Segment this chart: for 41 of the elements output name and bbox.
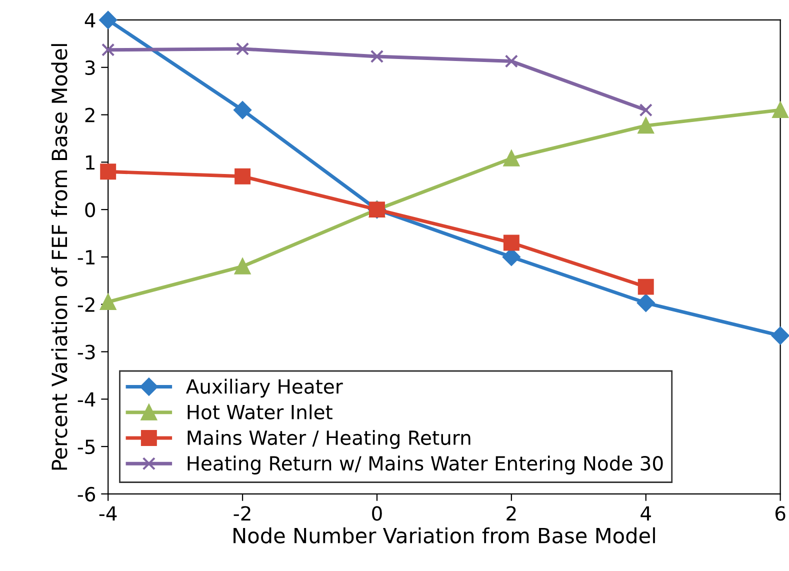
point (234, 168, 251, 184)
x-axis-title: Node Number Variation from Base Model (234, 527, 655, 544)
y-axis-title: Percent Variation of FEF from Base Model (51, 44, 68, 470)
point (772, 102, 788, 118)
point (503, 150, 520, 166)
y-tick-label: 0 (85, 202, 95, 218)
point (234, 101, 252, 119)
legend-label: Hot Water Inlet (188, 404, 332, 420)
point (771, 326, 789, 345)
legend-label: Heating Return w/ Mains Water Entering Node 30 (188, 456, 663, 474)
point (638, 278, 654, 295)
x-tick-label: 6 (775, 506, 786, 521)
x-tick-label: 0 (372, 506, 382, 521)
point (639, 103, 652, 117)
point (370, 50, 384, 64)
x-tick-label: 4 (640, 506, 651, 520)
y-tick-label: -5 (78, 440, 95, 454)
x-tick-label: -2 (234, 506, 250, 520)
point (638, 118, 654, 134)
y-tick-label: -4 (78, 392, 96, 407)
point (503, 234, 520, 251)
y-tick-label: -3 (78, 344, 95, 360)
x-tick-label: 2 (506, 506, 516, 520)
point (236, 42, 250, 56)
point (234, 258, 251, 274)
x-tick-label: -4 (99, 506, 117, 520)
point (100, 164, 116, 180)
y-tick-label: 3 (85, 60, 95, 76)
legend-label: Auxiliary Heater (186, 378, 343, 398)
point (636, 294, 655, 312)
y-tick-label: -2 (78, 297, 94, 312)
point (504, 54, 518, 68)
y-tick-label: 2 (85, 108, 94, 122)
point (99, 11, 117, 29)
point (101, 43, 115, 56)
point (100, 294, 116, 310)
y-tick-label: 4 (84, 13, 96, 28)
legend-label: Mains Water / Heating Return (188, 430, 470, 449)
y-tick-label: -6 (78, 486, 96, 502)
y-tick-label: -1 (78, 250, 94, 264)
y-tick-label: 1 (86, 155, 94, 170)
